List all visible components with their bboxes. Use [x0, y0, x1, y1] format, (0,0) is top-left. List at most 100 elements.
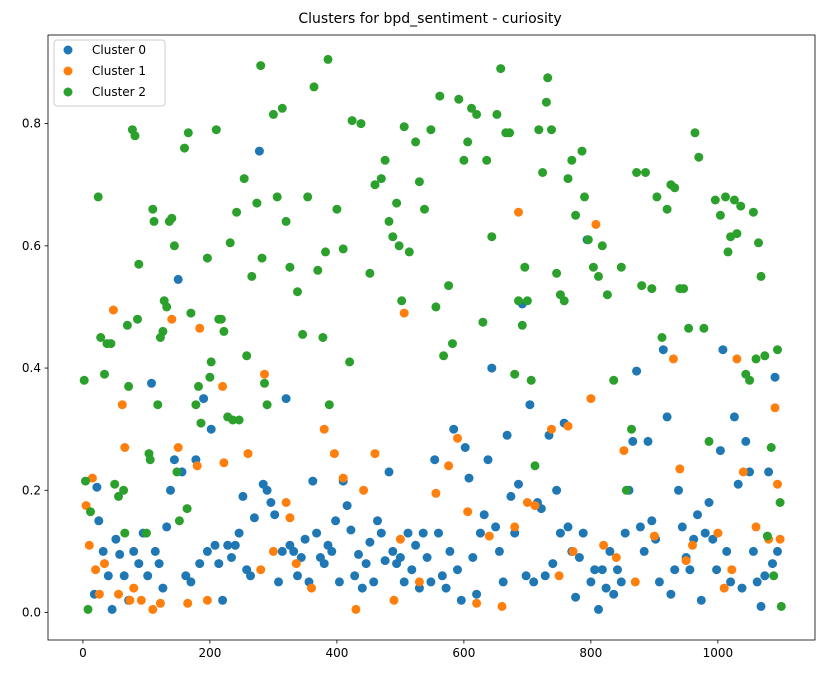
- cluster-0-point: [464, 473, 474, 483]
- cluster-0-point: [365, 537, 375, 547]
- cluster-0-point: [654, 577, 664, 587]
- cluster-2-point: [93, 192, 103, 202]
- cluster-2-point: [522, 296, 532, 306]
- cluster-1-point: [713, 528, 723, 538]
- cluster-0-point: [129, 546, 139, 556]
- cluster-0-point: [181, 571, 191, 581]
- cluster-2-point: [482, 155, 492, 165]
- cluster-0-point: [548, 559, 558, 569]
- cluster-0-point: [103, 571, 113, 581]
- cluster-1-point: [87, 473, 97, 483]
- cluster-1-point: [586, 394, 596, 404]
- cluster-1-point: [195, 323, 205, 333]
- cluster-2-point: [119, 485, 129, 495]
- cluster-2-point: [609, 375, 619, 385]
- cluster-0-point: [422, 553, 432, 562]
- cluster-0-point: [468, 553, 478, 562]
- cluster-2-point: [174, 516, 184, 526]
- cluster-0-point: [529, 577, 539, 587]
- cluster-2-point: [567, 155, 577, 165]
- cluster-0-point: [403, 528, 413, 538]
- cluster-2-point: [435, 91, 445, 101]
- cluster-2-point: [262, 400, 272, 410]
- cluster-0-point: [246, 571, 255, 581]
- plot-marks: [79, 54, 786, 614]
- cluster-0-point: [92, 482, 102, 492]
- cluster-0-point: [162, 522, 172, 532]
- cluster-2-point: [751, 354, 761, 364]
- cluster-0-point: [281, 394, 291, 404]
- cluster-0-point: [210, 540, 220, 550]
- cluster-2-point: [583, 235, 593, 245]
- legend-marker: [63, 45, 73, 55]
- cluster-1-point: [125, 595, 135, 605]
- cluster-0-point: [764, 467, 774, 477]
- cluster-1-point: [155, 598, 165, 608]
- cluster-0-point: [601, 583, 611, 593]
- cluster-0-point: [685, 565, 695, 575]
- cluster-0-point: [733, 479, 743, 489]
- cluster-1-point: [649, 531, 659, 541]
- cluster-0-point: [150, 546, 160, 556]
- cluster-1-point: [732, 354, 742, 364]
- cluster-2-point: [225, 238, 235, 248]
- cluster-2-point: [332, 204, 342, 214]
- cluster-1-point: [100, 559, 109, 569]
- cluster-2-point: [272, 192, 282, 202]
- cluster-2-point: [232, 207, 242, 217]
- cluster-2-point: [394, 241, 404, 251]
- cluster-1-point: [591, 219, 601, 229]
- cluster-0-point: [380, 556, 390, 566]
- cluster-2-point: [775, 498, 785, 507]
- cluster-0-point: [722, 546, 732, 556]
- cluster-1-point: [338, 473, 348, 483]
- cluster-1-point: [563, 421, 573, 431]
- cluster-1-point: [497, 601, 507, 611]
- cluster-0-point: [418, 528, 428, 538]
- cluster-2-point: [180, 143, 189, 153]
- cluster-2-point: [444, 281, 454, 291]
- cluster-2-point: [182, 504, 192, 514]
- cluster-0-point: [571, 592, 581, 602]
- cluster-2-point: [571, 210, 581, 220]
- cluster-0-point: [399, 577, 409, 587]
- cluster-2-point: [467, 103, 476, 113]
- cluster-2-point: [723, 247, 733, 257]
- cluster-1-point: [727, 565, 737, 575]
- cluster-2-point: [463, 137, 473, 147]
- cluster-1-point: [681, 556, 691, 566]
- cluster-0-point: [563, 522, 573, 532]
- cluster-2-point: [563, 174, 573, 184]
- cluster-2-point: [756, 271, 766, 281]
- cluster-0-point: [745, 467, 755, 477]
- cluster-1-point: [129, 583, 139, 593]
- cluster-1-point: [108, 305, 118, 315]
- cluster-0-point: [115, 549, 125, 559]
- cluster-0-point: [134, 559, 144, 569]
- cluster-0-point: [506, 491, 516, 501]
- cluster-0-point: [514, 479, 523, 489]
- cluster-0-point: [616, 577, 626, 587]
- cluster-0-point: [186, 577, 196, 587]
- cluster-0-point: [94, 516, 104, 526]
- cluster-0-point: [369, 577, 379, 587]
- cluster-2-point: [172, 467, 182, 477]
- cluster-2-point: [388, 232, 398, 242]
- cluster-2-point: [96, 333, 106, 342]
- cluster-2-point: [517, 320, 527, 330]
- cluster-0-point: [578, 528, 588, 538]
- cluster-0-point: [510, 528, 520, 538]
- cluster-2-point: [496, 64, 506, 74]
- cluster-1-point: [192, 461, 202, 471]
- cluster-2-point: [86, 507, 95, 517]
- x-tick-label: 800: [579, 646, 602, 660]
- cluster-2-point: [621, 485, 631, 495]
- cluster-0-point: [331, 516, 341, 526]
- cluster-2-point: [219, 326, 229, 336]
- cluster-2-point: [454, 94, 464, 104]
- cluster-2-point: [148, 204, 158, 214]
- cluster-0-point: [441, 583, 451, 593]
- cluster-0-point: [249, 513, 259, 523]
- cluster-0-point: [643, 436, 653, 446]
- cluster-2-point: [616, 262, 626, 272]
